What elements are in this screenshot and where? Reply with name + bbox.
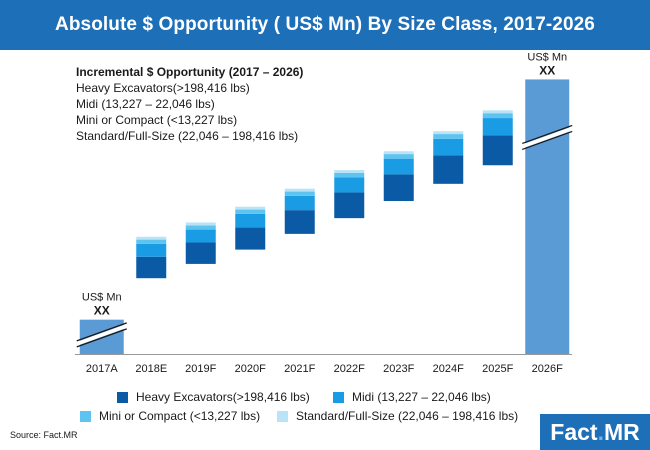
endpoint-bar-2026f <box>525 79 570 354</box>
x-tick-label-2017a: 2017A <box>86 363 118 375</box>
bar-mini-2023f <box>383 154 414 159</box>
axis-break-line-bottom-2026f <box>522 130 573 151</box>
legend-item-heavy: Heavy Excavators(>198,416 lbs) <box>117 390 310 404</box>
bar-mini-2018e <box>136 239 167 244</box>
legend-item-mini: Mini or Compact (<13,227 lbs) <box>80 409 260 423</box>
source-note: Source: Fact.MR <box>10 430 78 440</box>
note-line-heavy: Heavy Excavators(>198,416 lbs) <box>76 81 250 95</box>
legend-item-midi: Midi (13,227 – 22,046 lbs) <box>333 390 491 404</box>
bar-mini-2019f <box>185 225 216 230</box>
bar-heavy-2021f <box>284 210 315 234</box>
bar-midi-2024f <box>433 138 464 156</box>
bar-midi-2022f <box>334 177 365 193</box>
bar-midi-2023f <box>383 158 414 175</box>
note-line-mini: Mini or Compact (<13,227 lbs) <box>76 113 238 127</box>
bar-heavy-2022f <box>334 192 365 219</box>
bar-mini-2022f <box>334 172 365 178</box>
bar-standard-2020f <box>235 206 266 210</box>
x-tick-label-2019f: 2019F <box>185 363 216 375</box>
legend-swatch-standard <box>277 410 288 422</box>
endpoint-unit-label-2026f: US$ Mn <box>527 51 567 63</box>
bar-mini-2024f <box>433 134 464 139</box>
bar-midi-2019f <box>185 229 216 243</box>
x-tick-label-2023f: 2023F <box>383 363 414 375</box>
bar-midi-2025f <box>482 118 513 136</box>
axis-break-line-top-2017a <box>76 322 127 342</box>
endpoint-value-label-2017a: XX <box>94 304 110 318</box>
logo-text-dot: . <box>597 418 604 445</box>
bar-mini-2020f <box>235 209 266 214</box>
x-tick-label-2020f: 2020F <box>235 363 266 375</box>
bar-standard-2025f <box>482 110 513 114</box>
bar-mini-2021f <box>284 191 315 196</box>
bar-heavy-2019f <box>185 242 216 264</box>
bar-midi-2021f <box>284 195 315 211</box>
bar-midi-2020f <box>235 213 266 228</box>
bar-standard-2021f <box>284 188 315 192</box>
legend-swatch-heavy <box>117 391 128 403</box>
note-heading: Incremental $ Opportunity (2017 – 2026) <box>76 65 304 79</box>
chart-title: Absolute $ Opportunity ( US$ Mn) By Size… <box>55 14 595 35</box>
axis-break-line-bottom-2017a <box>76 328 127 348</box>
axis-break-gap-2017a <box>76 323 127 346</box>
bar-standard-2018e <box>136 236 167 240</box>
x-tick-label-2021f: 2021F <box>284 363 315 375</box>
bar-midi-2018e <box>136 243 167 257</box>
axis-break-gap-2026f <box>522 126 573 149</box>
logo-text-end: MR <box>603 418 640 445</box>
bar-heavy-2023f <box>383 174 414 201</box>
factmr-logo: Fact. MR <box>540 414 650 450</box>
legend-swatch-mini <box>80 410 91 422</box>
x-tick-label-2026f: 2026F <box>532 363 563 375</box>
bar-mini-2025f <box>482 113 513 119</box>
logo-text-main: Fact <box>550 418 598 445</box>
incremental-note: Incremental $ Opportunity (2017 – 2026) … <box>76 64 303 144</box>
bar-standard-2022f <box>334 170 365 173</box>
note-line-midi: Midi (13,227 – 22,046 lbs) <box>76 97 215 111</box>
legend-label-midi: Midi (13,227 – 22,046 lbs) <box>352 390 491 404</box>
x-tick-label-2025f: 2025F <box>482 363 513 375</box>
x-tick-label-2024f: 2024F <box>433 363 464 375</box>
legend-item-standard: Standard/Full-Size (22,046 – 198,416 lbs… <box>277 409 518 423</box>
axis-break-line-top-2026f <box>522 124 573 145</box>
endpoint-value-label-2026f: XX <box>539 63 555 77</box>
bar-heavy-2024f <box>433 155 464 184</box>
legend-label-mini: Mini or Compact (<13,227 lbs) <box>99 409 261 423</box>
bar-heavy-2020f <box>235 227 266 250</box>
title-bar: Absolute $ Opportunity ( US$ Mn) By Size… <box>0 0 650 50</box>
x-tick-label-2018e: 2018E <box>135 363 167 375</box>
endpoint-unit-label-2017a: US$ Mn <box>82 292 122 304</box>
legend-swatch-midi <box>333 391 344 403</box>
bar-heavy-2025f <box>482 135 513 166</box>
bar-standard-2024f <box>433 131 464 135</box>
bar-standard-2019f <box>185 222 216 226</box>
bar-heavy-2018e <box>136 256 167 279</box>
x-tick-label-2022f: 2022F <box>334 363 365 375</box>
legend-label-heavy: Heavy Excavators(>198,416 lbs) <box>136 390 310 404</box>
legend-label-standard: Standard/Full-Size (22,046 – 198,416 lbs… <box>296 409 519 423</box>
note-line-standard: Standard/Full-Size (22,046 – 198,416 lbs… <box>76 129 299 143</box>
bar-standard-2023f <box>383 151 414 155</box>
